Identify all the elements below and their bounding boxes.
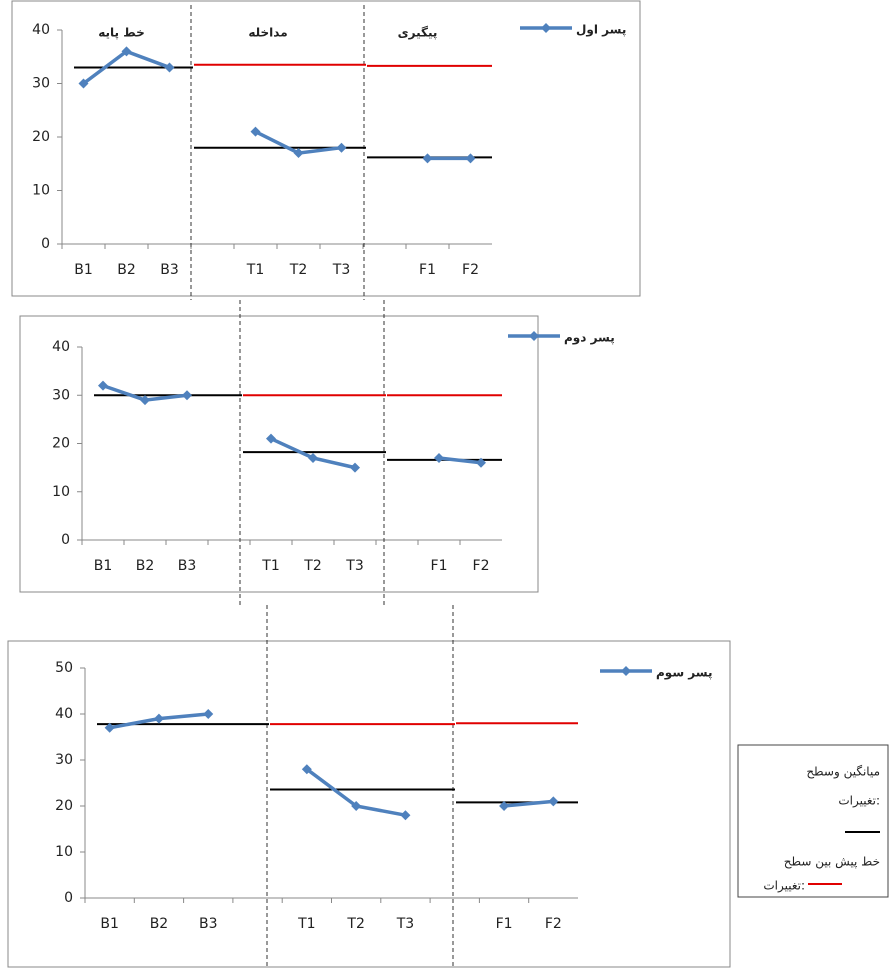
data-point: [423, 153, 433, 163]
y-tick-label: 10: [55, 844, 73, 860]
x-tick-label: B2: [117, 262, 136, 278]
x-tick-label: T1: [246, 262, 264, 278]
data-point: [434, 453, 444, 463]
y-tick-label: 50: [55, 660, 73, 676]
y-tick-label: 0: [64, 890, 73, 906]
y-tick-label: 10: [52, 484, 70, 500]
phase-label: خط پایه: [98, 26, 144, 40]
data-point: [548, 796, 558, 806]
y-tick-label: 30: [52, 387, 70, 403]
y-tick-label: 20: [32, 129, 50, 145]
x-tick-label: B3: [178, 558, 197, 574]
x-tick-label: F1: [496, 916, 513, 932]
y-tick-label: 40: [55, 706, 73, 722]
legend-label: پسر سوم: [656, 666, 712, 681]
data-point: [400, 810, 410, 820]
legend-text: تغییرات:: [838, 794, 880, 809]
y-tick-label: 0: [61, 532, 70, 548]
y-tick-label: 0: [41, 236, 50, 252]
legend-text: میانگین وسطح: [806, 765, 880, 780]
legend-text: تغییرات:: [763, 879, 805, 894]
phase-label: مداخله: [248, 26, 287, 40]
y-tick-label: 40: [52, 339, 70, 355]
y-tick-label: 20: [52, 436, 70, 452]
y-tick-label: 40: [32, 22, 50, 38]
x-tick-label: B1: [100, 916, 119, 932]
x-tick-label: T2: [303, 558, 321, 574]
data-point: [337, 143, 347, 153]
x-tick-label: F2: [545, 916, 562, 932]
legend-label: پسر دوم: [564, 331, 615, 346]
phase-label: پیگیری: [398, 26, 438, 40]
legend-label: پسر اول: [576, 23, 626, 38]
x-tick-label: B2: [136, 558, 155, 574]
x-tick-label: T3: [345, 558, 363, 574]
y-tick-label: 30: [55, 752, 73, 768]
x-tick-label: T1: [297, 916, 315, 932]
x-tick-label: B3: [199, 916, 218, 932]
x-tick-label: T2: [346, 916, 364, 932]
figure: میانگین وسطح تغییرات: خط پیش بین سطح تغی…: [0, 0, 889, 968]
legend-text: خط پیش بین سطح: [784, 855, 880, 870]
x-tick-label: T1: [261, 558, 279, 574]
x-tick-label: F1: [431, 558, 448, 574]
x-tick-label: B3: [160, 262, 179, 278]
data-point: [98, 381, 108, 391]
x-tick-label: F2: [462, 262, 479, 278]
y-tick-label: 10: [32, 183, 50, 199]
series-line: [103, 386, 481, 468]
data-point: [350, 463, 360, 473]
x-tick-label: B1: [94, 558, 113, 574]
data-point: [182, 390, 192, 400]
data-point: [203, 709, 213, 719]
x-tick-label: F1: [419, 262, 436, 278]
x-tick-label: B2: [150, 916, 169, 932]
legend-marker: [541, 23, 551, 33]
x-tick-label: T2: [289, 262, 307, 278]
x-tick-label: T3: [396, 916, 414, 932]
data-point: [165, 62, 175, 72]
y-tick-label: 20: [55, 798, 73, 814]
data-point: [466, 153, 476, 163]
page: میانگین وسطح تغییرات: خط پیش بین سطح تغی…: [0, 0, 889, 968]
data-point: [140, 395, 150, 405]
chart-frame: [20, 316, 538, 592]
y-tick-label: 30: [32, 76, 50, 92]
data-point: [154, 714, 164, 724]
x-tick-label: F2: [473, 558, 490, 574]
x-tick-label: B1: [74, 262, 93, 278]
series-line: [110, 714, 554, 815]
legend-marker: [621, 666, 631, 676]
x-tick-label: T3: [332, 262, 350, 278]
